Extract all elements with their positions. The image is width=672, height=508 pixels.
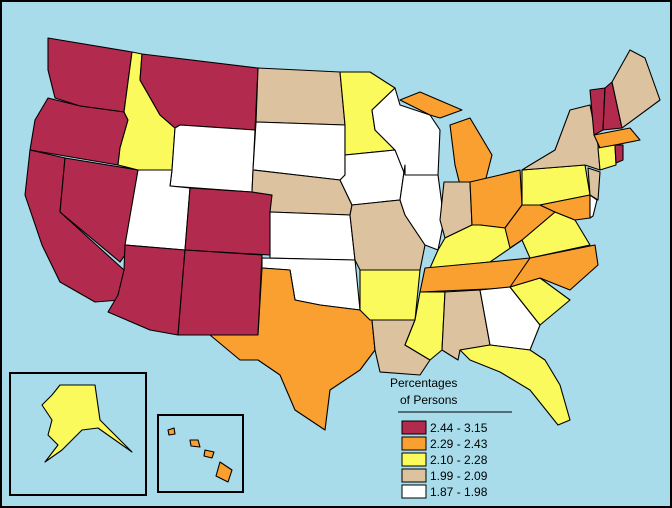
legend-title: of Persons [400,393,457,407]
state [269,211,356,261]
state [614,144,624,164]
state [169,124,256,193]
legend-label: 2.29 - 2.43 [430,437,488,451]
states [24,37,661,431]
state [184,187,273,256]
state [167,427,176,436]
state [521,104,601,171]
state [587,167,601,201]
state [593,127,641,149]
state [41,384,133,463]
state [459,344,571,426]
state [597,144,617,171]
legend-swatch [401,452,427,467]
state [479,286,541,351]
legend-label: 1.87 - 1.98 [430,485,488,499]
state [539,194,591,221]
state [203,449,215,459]
inset-frame [157,414,244,493]
state [59,157,139,263]
state [209,267,376,431]
state [399,164,445,251]
legend: 2.44 - 3.15 2.29 - 2.43 2.10 - 2.28 1.99 - … [401,420,488,499]
state [399,91,463,119]
legend-label: 1.99 - 2.09 [430,469,488,483]
state [509,244,599,291]
state [189,439,201,448]
legend-swatch [401,484,427,499]
legend-swatch [401,420,427,435]
state [339,149,406,206]
legend-swatch [401,436,427,451]
legend-label: 2.44 - 3.15 [430,421,488,435]
state [255,67,346,126]
state [215,461,233,483]
state [611,49,661,129]
insets [41,384,233,483]
legend-title: Percentages [390,376,457,390]
state [177,249,263,336]
state [359,269,421,321]
legend-label: 2.10 - 2.28 [430,453,488,467]
legend-swatch [401,468,427,483]
inset-frame [9,372,147,496]
